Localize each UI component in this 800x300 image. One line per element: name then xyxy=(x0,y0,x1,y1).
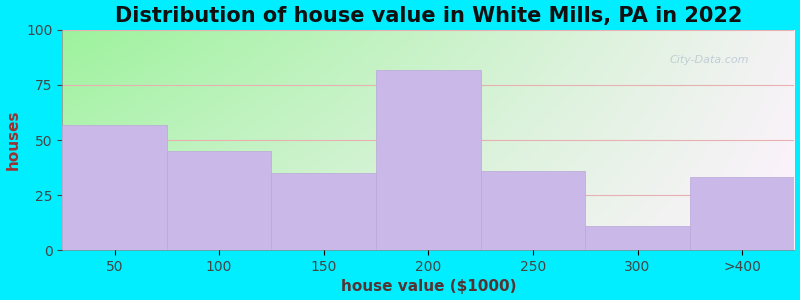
Y-axis label: houses: houses xyxy=(6,110,21,170)
Bar xyxy=(586,226,690,250)
Bar xyxy=(62,124,167,250)
Bar xyxy=(376,70,481,250)
Text: City-Data.com: City-Data.com xyxy=(670,55,750,65)
X-axis label: house value ($1000): house value ($1000) xyxy=(341,279,516,294)
Bar xyxy=(690,178,794,250)
Title: Distribution of house value in White Mills, PA in 2022: Distribution of house value in White Mil… xyxy=(114,6,742,26)
Bar xyxy=(167,151,271,250)
Bar xyxy=(271,173,376,250)
Bar xyxy=(481,171,586,250)
